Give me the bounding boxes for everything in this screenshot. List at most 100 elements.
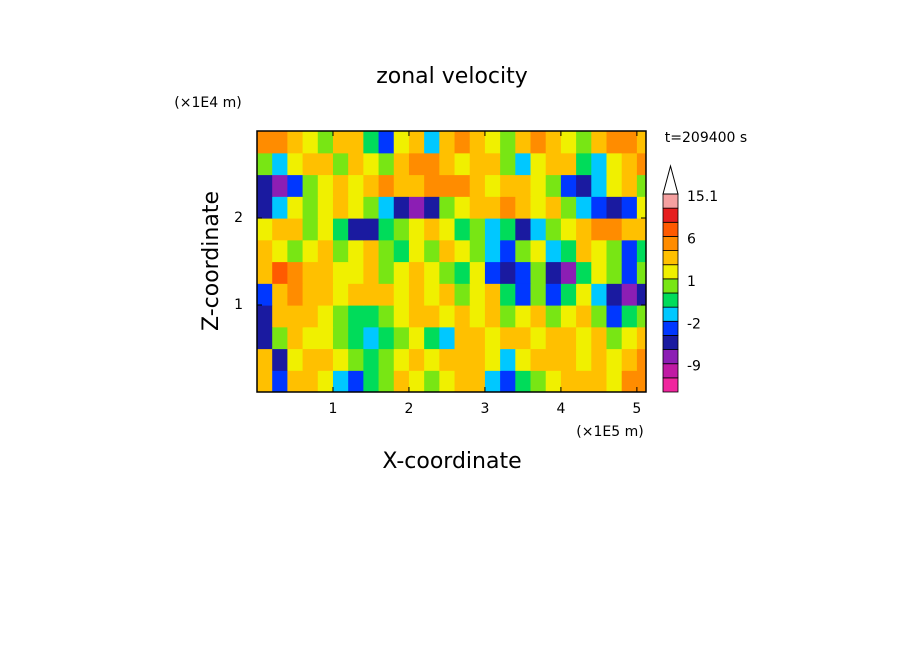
field-cell [560, 239, 577, 263]
colorbar-band [662, 377, 679, 393]
field-cell [272, 174, 288, 197]
field-cell [332, 348, 349, 371]
field-cell [408, 196, 425, 219]
field-cell [439, 218, 456, 241]
field-cell [576, 261, 592, 284]
x-axis-label: X-coordinate [382, 449, 521, 474]
field-cell [302, 152, 319, 176]
field-cell [257, 370, 273, 392]
field-cell [348, 305, 364, 328]
field-cell [287, 131, 304, 154]
field-cell [621, 326, 638, 350]
field-cell [287, 152, 304, 176]
field-cell [317, 174, 334, 197]
field-cell [636, 370, 646, 392]
field-cell [576, 348, 592, 371]
x-unit: (×1E5 m) [576, 424, 643, 440]
field-cell [424, 348, 440, 371]
field-cell [606, 305, 623, 328]
field-cell [545, 131, 562, 154]
field-cell [332, 239, 349, 263]
field-cell [515, 174, 532, 197]
field-cell [500, 152, 516, 176]
field-cell [530, 261, 547, 284]
field-cell [500, 174, 516, 197]
field-cell [545, 326, 562, 350]
field-cell [530, 196, 547, 219]
field-cell [469, 283, 486, 306]
field-cell [515, 326, 532, 350]
field-cell [576, 174, 592, 197]
field-cell [378, 218, 395, 241]
field-cell [500, 218, 516, 241]
colorbar-label: -2 [687, 316, 701, 332]
field-cell [348, 261, 364, 284]
field-cell [317, 305, 334, 328]
field-cell [257, 196, 273, 219]
field-cell [287, 305, 304, 328]
field-cell [439, 131, 456, 154]
field-cell [515, 239, 532, 263]
field-cell [302, 305, 319, 328]
field-cell [621, 196, 638, 219]
field-cell [530, 218, 547, 241]
field-cell [469, 239, 486, 263]
field-cell [515, 261, 532, 284]
field-cell [560, 326, 577, 350]
field-cell [363, 152, 380, 176]
field-cell [454, 218, 471, 241]
field-cell [469, 218, 486, 241]
field-cell [606, 326, 623, 350]
field-cell [636, 152, 646, 176]
x-tick-label: 1 [329, 401, 338, 417]
field-cell [576, 305, 592, 328]
field-cell [500, 326, 516, 350]
field-cell [257, 348, 273, 371]
field-cell [272, 370, 288, 392]
field-cell [393, 174, 410, 197]
field-cell [393, 152, 410, 176]
field-cell [378, 239, 395, 263]
field-cell [454, 152, 471, 176]
field-cell [591, 196, 608, 219]
colorbar-band [662, 236, 679, 251]
field-cell [302, 131, 319, 154]
field-cell [606, 131, 623, 154]
field-cell [408, 283, 425, 306]
field-cell [257, 305, 273, 328]
y-tick-label: 2 [234, 210, 243, 226]
field-cell [439, 370, 456, 392]
field-cell [317, 152, 334, 176]
field-cell [424, 283, 440, 306]
field-cell [591, 305, 608, 328]
field-cell [287, 218, 304, 241]
field-cell [606, 218, 623, 241]
field-cell [378, 326, 395, 350]
field-cell [560, 283, 577, 306]
field-cell [500, 239, 516, 263]
field-cell [545, 174, 562, 197]
field-cell [545, 152, 562, 176]
field-cell [530, 370, 547, 392]
field-cell [606, 370, 623, 392]
field-cell [332, 174, 349, 197]
field-cell [621, 370, 638, 392]
field-cell [545, 261, 562, 284]
field-cell [606, 261, 623, 284]
field-cell [560, 196, 577, 219]
y-tick-label: 1 [234, 297, 243, 313]
field-cell [393, 370, 410, 392]
field-cell [530, 239, 547, 263]
field-cell [469, 305, 486, 328]
field-cell [363, 239, 380, 263]
field-cell [500, 348, 516, 371]
field-cell [560, 152, 577, 176]
field-cell [378, 196, 395, 219]
field-cell [393, 283, 410, 306]
field-cell [469, 131, 486, 154]
colorbar-band [662, 221, 679, 237]
colorbar-label: 1 [687, 274, 696, 290]
field-cell [302, 196, 319, 219]
field-cell [317, 218, 334, 241]
